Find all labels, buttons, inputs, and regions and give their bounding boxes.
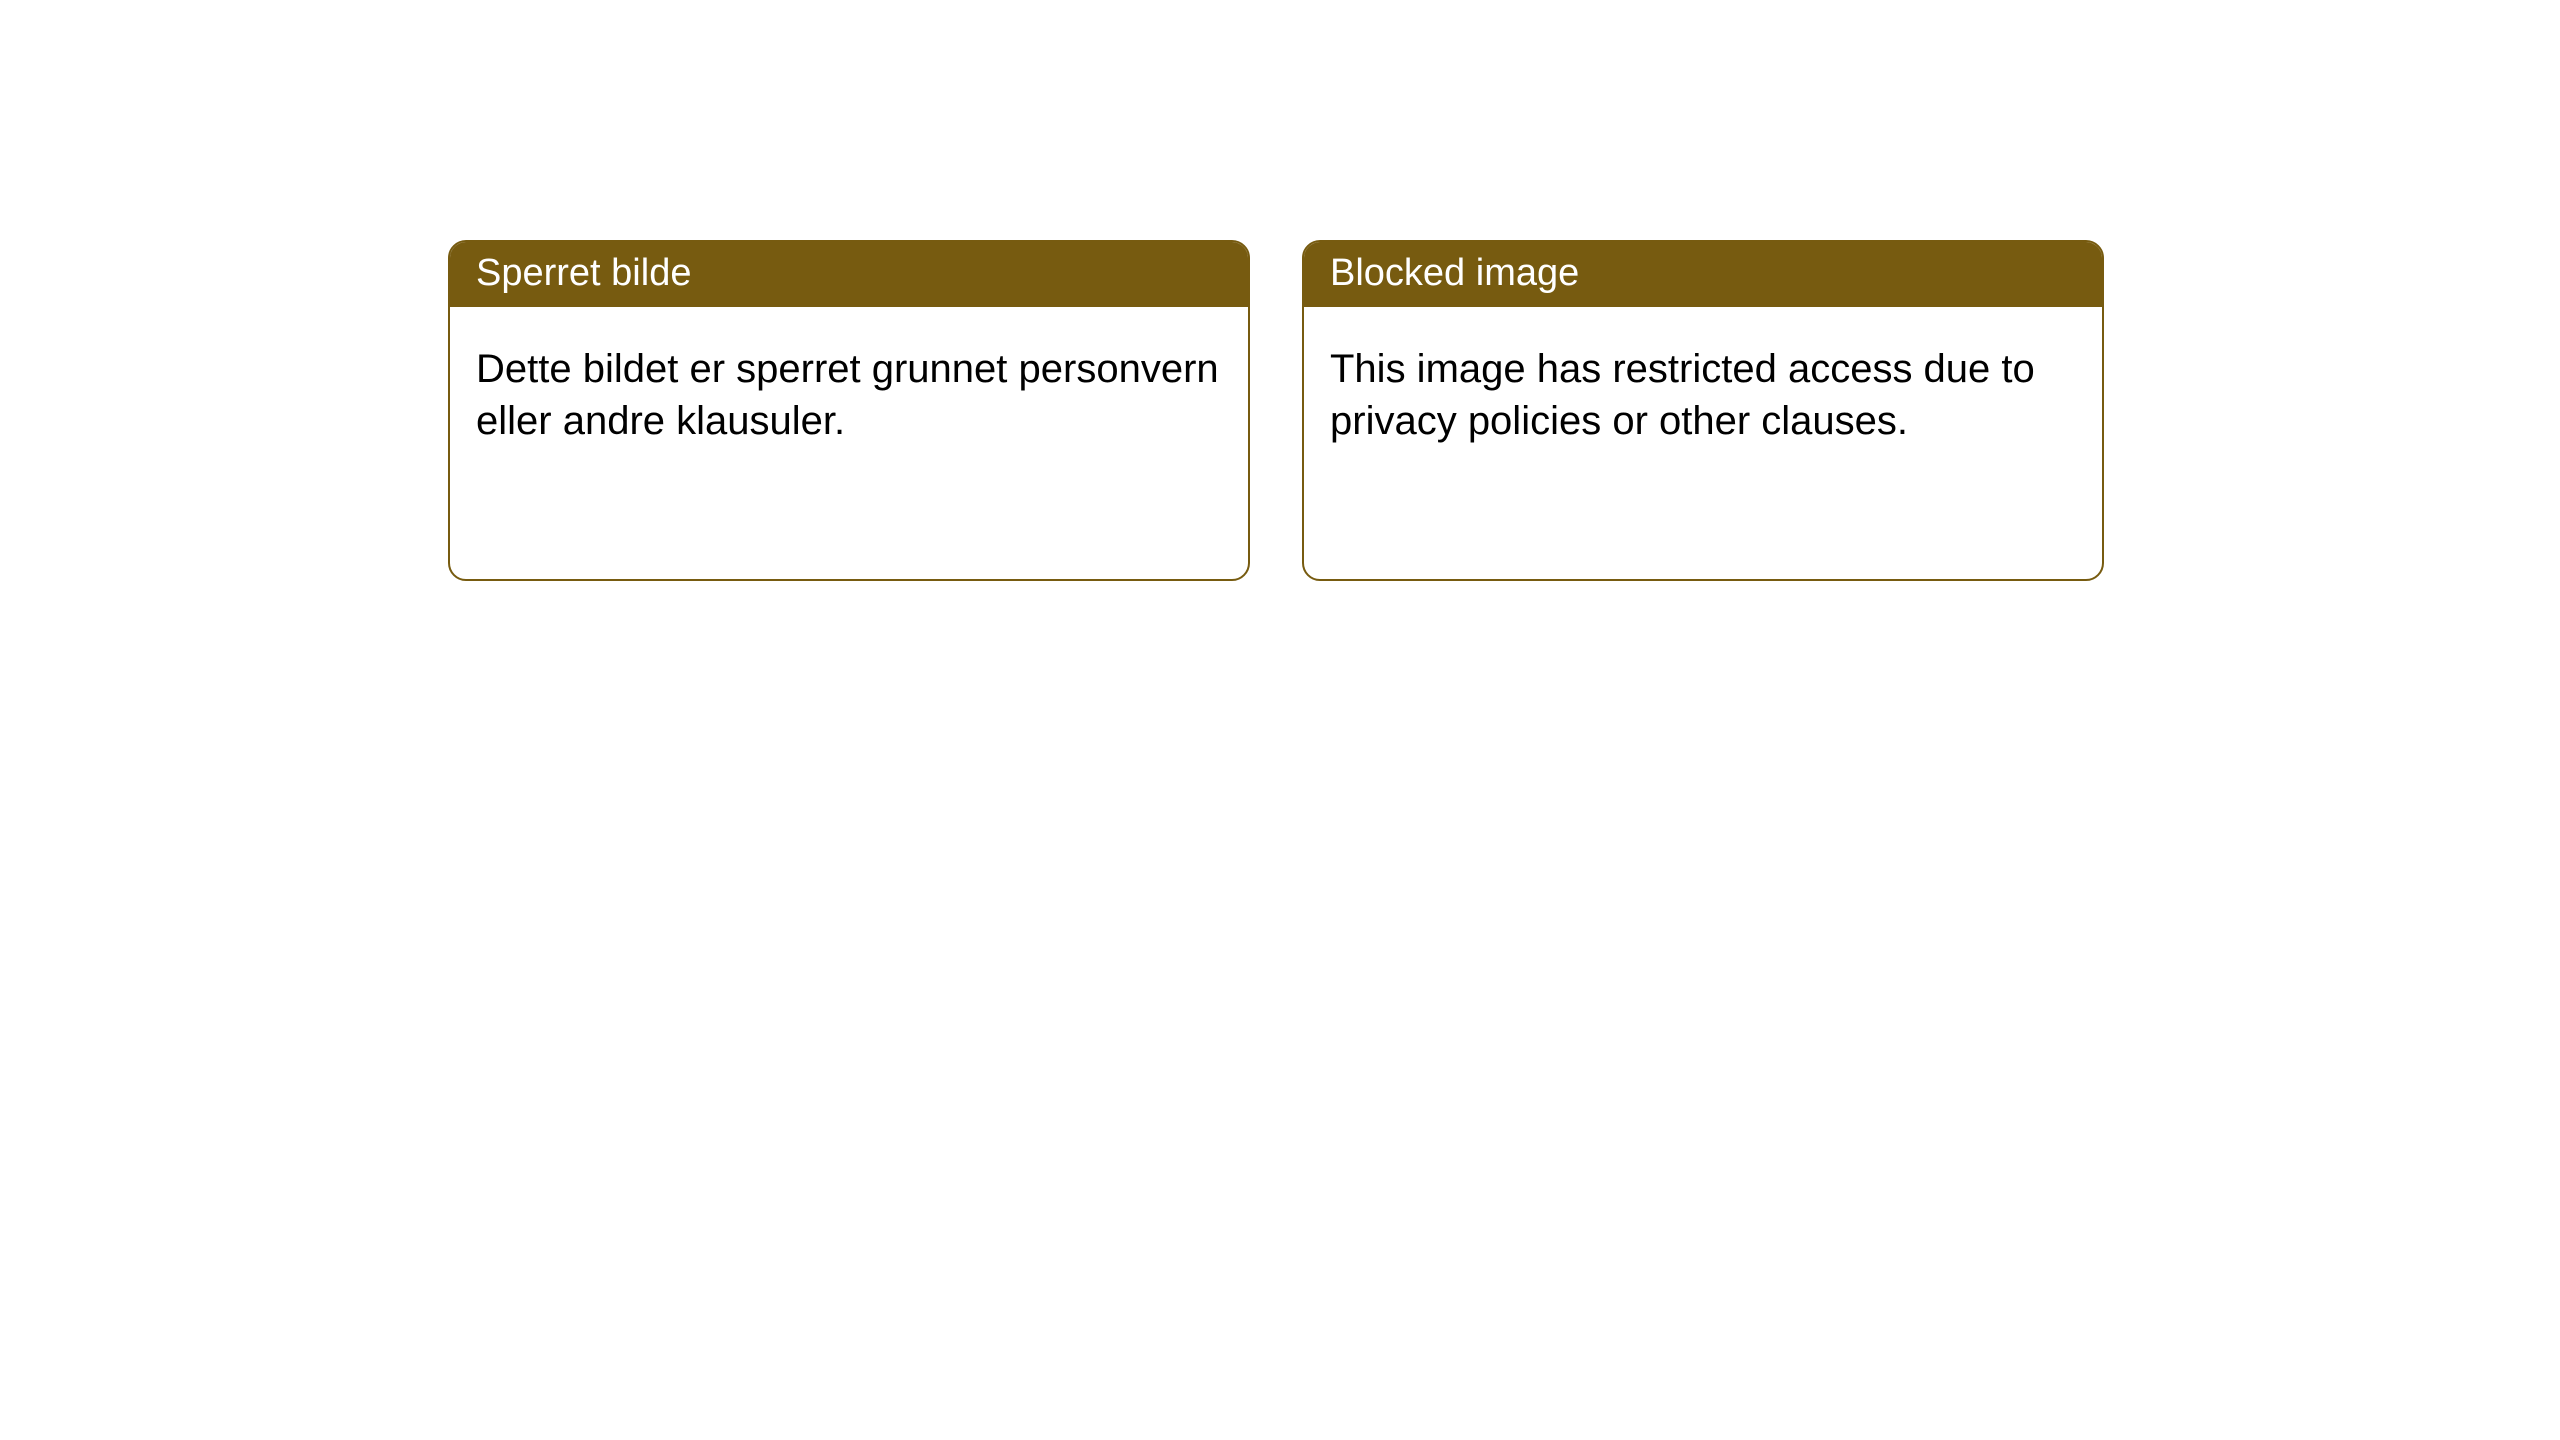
notice-card-header: Sperret bilde	[450, 242, 1248, 307]
notice-body-text: Dette bildet er sperret grunnet personve…	[476, 347, 1219, 443]
notice-card-body: Dette bildet er sperret grunnet personve…	[450, 307, 1248, 579]
notice-title: Blocked image	[1330, 252, 1579, 294]
notice-card-norwegian: Sperret bilde Dette bildet er sperret gr…	[448, 240, 1250, 581]
notice-card-english: Blocked image This image has restricted …	[1302, 240, 2104, 581]
notice-container: Sperret bilde Dette bildet er sperret gr…	[0, 0, 2560, 581]
notice-card-body: This image has restricted access due to …	[1304, 307, 2102, 579]
notice-body-text: This image has restricted access due to …	[1330, 347, 2035, 443]
notice-card-header: Blocked image	[1304, 242, 2102, 307]
notice-title: Sperret bilde	[476, 252, 691, 294]
